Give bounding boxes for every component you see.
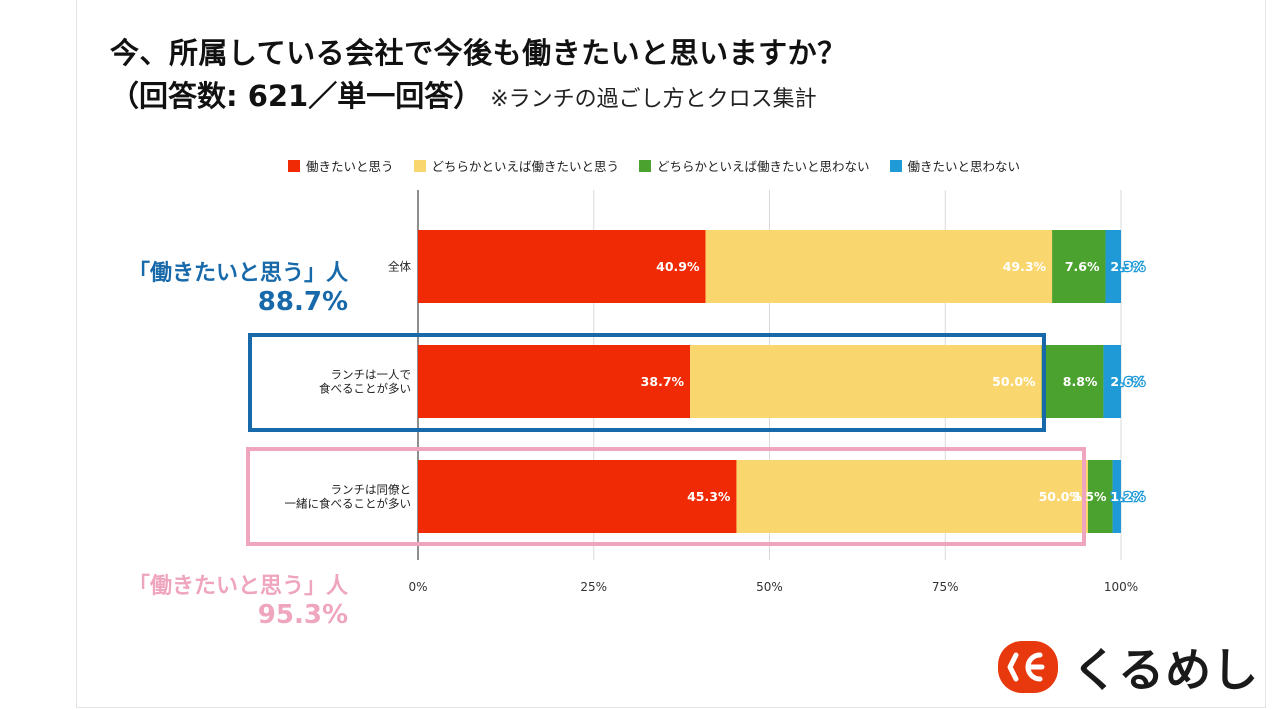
bar-segment [705, 230, 1053, 303]
legend-swatch-somewhat-want [413, 159, 426, 172]
data-label: 45.3% [687, 489, 731, 504]
data-label: 8.8% [1063, 374, 1098, 389]
x-tick-label: 100% [1104, 580, 1138, 594]
kurumeshi-logo-icon [998, 641, 1058, 693]
bar-segment [418, 230, 706, 303]
chart-title: 今、所属している会社で今後も働きたいと思いますか？ [110, 36, 847, 70]
bar-segment [1105, 230, 1121, 303]
legend-label-somewhat-not: どちらかといえば働きたいと思わない [657, 159, 870, 174]
category-label: 食べることが多い [319, 382, 411, 396]
bar-segment [690, 345, 1042, 418]
bar-segment [736, 460, 1088, 533]
data-label: 2.3% [1110, 259, 1145, 274]
callout-solo: 「働きたいと思う」人 88.7% [128, 255, 348, 317]
data-label: 40.9% [656, 259, 700, 274]
data-label: 49.3% [1003, 259, 1047, 274]
callout-colleagues-label: 「働きたいと思う」人 [127, 574, 348, 599]
x-tick-label: 75% [932, 580, 959, 594]
callout-solo-value: 88.7% [257, 287, 348, 317]
x-tick-label: 50% [756, 580, 783, 594]
chart-legend: 働きたいと思う どちらかといえば働きたいと思う どちらかといえば働きたいと思わな… [288, 156, 1020, 175]
bar-segment [418, 345, 691, 418]
callout-solo-label: 「働きたいと思う」人 [127, 261, 348, 286]
callout-colleagues-value: 95.3% [257, 600, 348, 630]
data-label: 38.7% [641, 374, 685, 389]
bar-segment [1041, 345, 1104, 418]
bar-layer [418, 230, 1121, 533]
data-label: 3.5% [1072, 489, 1107, 504]
category-label: 一緒に食べることが多い [285, 497, 412, 511]
callout-colleagues: 「働きたいと思う」人 95.3% [128, 568, 348, 630]
legend-swatch-somewhat-not [639, 159, 652, 172]
bar-segment [1087, 460, 1113, 533]
bar-segment [418, 460, 737, 533]
chart-frame [76, 0, 1266, 708]
category-label: 全体 [388, 260, 411, 274]
legend-item-somewhat-want: どちらかといえば働きたいと思う [413, 156, 620, 175]
x-tick-label: 0% [408, 580, 427, 594]
legend-item-want: 働きたいと思う [288, 156, 394, 175]
cross-tab-note: ※ランチの過ごし方とクロス集計 [490, 87, 817, 112]
legend-item-not-want: 働きたいと思わない [889, 156, 1021, 175]
highlight-box-colleagues [246, 447, 1086, 546]
bar-segment [1103, 345, 1121, 418]
data-label: 2.6% [1110, 374, 1145, 389]
legend-item-somewhat-not: どちらかといえば働きたいと思わない [639, 156, 870, 175]
legend-swatch-want [288, 159, 300, 172]
legend-swatch-not-want [889, 159, 902, 172]
chart-subtitle: （回答数: 621／単一回答） ※ランチの過ごし方とクロス集計 [110, 73, 817, 115]
bar-segment [1112, 460, 1121, 533]
category-label: ランチは同僚と [331, 483, 412, 497]
response-count: （回答数: 621／単一回答） [110, 79, 483, 113]
data-label: 1.2% [1110, 489, 1145, 504]
data-label: 50.0% [992, 374, 1036, 389]
data-label: 50.0% [1039, 489, 1083, 504]
highlight-box-solo [248, 333, 1046, 432]
legend-label-somewhat-want: どちらかといえば働きたいと思う [431, 159, 620, 174]
label-layer: 0% 25% 50% 75% 100% 全体ランチは一人で食べることが多いランチは同僚と一… [285, 258, 1147, 594]
data-label: 7.6% [1065, 259, 1100, 274]
highlight-box-layer [246, 333, 1086, 546]
legend-label-not-want: 働きたいと思わない [907, 159, 1021, 174]
kurumeshi-logo-text: くるめし [1072, 643, 1260, 697]
bar-segment [1052, 230, 1106, 303]
kurumeshi-logo: くるめし [996, 634, 1259, 700]
category-label: ランチは一人で [331, 368, 412, 382]
legend-label-want: 働きたいと思う [306, 159, 394, 174]
x-tick-label: 25% [580, 580, 607, 594]
